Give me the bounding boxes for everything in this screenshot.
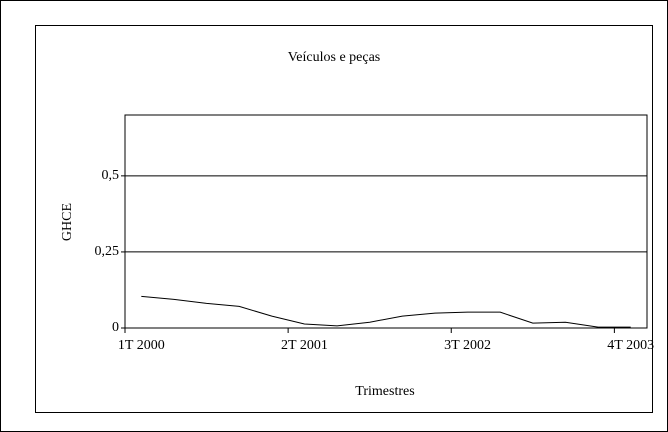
y-tick-label: 0,25 xyxy=(95,244,120,259)
x-axis-title: Trimestres xyxy=(355,384,414,399)
y-tick-label: 0 xyxy=(112,320,119,335)
x-tick-label: 2T 2001 xyxy=(281,338,328,353)
chart-title: Veículos e peças xyxy=(288,50,381,65)
y-axis-title: GHCE xyxy=(60,203,75,241)
x-tick-label: 4T 2003 xyxy=(607,338,654,353)
line-series xyxy=(141,295,631,328)
x-tick-label: 3T 2002 xyxy=(444,338,491,353)
x-tick-label: 1T 2000 xyxy=(118,338,165,353)
chart-frame xyxy=(35,25,653,413)
y-tick-label: 0,5 xyxy=(102,168,120,183)
